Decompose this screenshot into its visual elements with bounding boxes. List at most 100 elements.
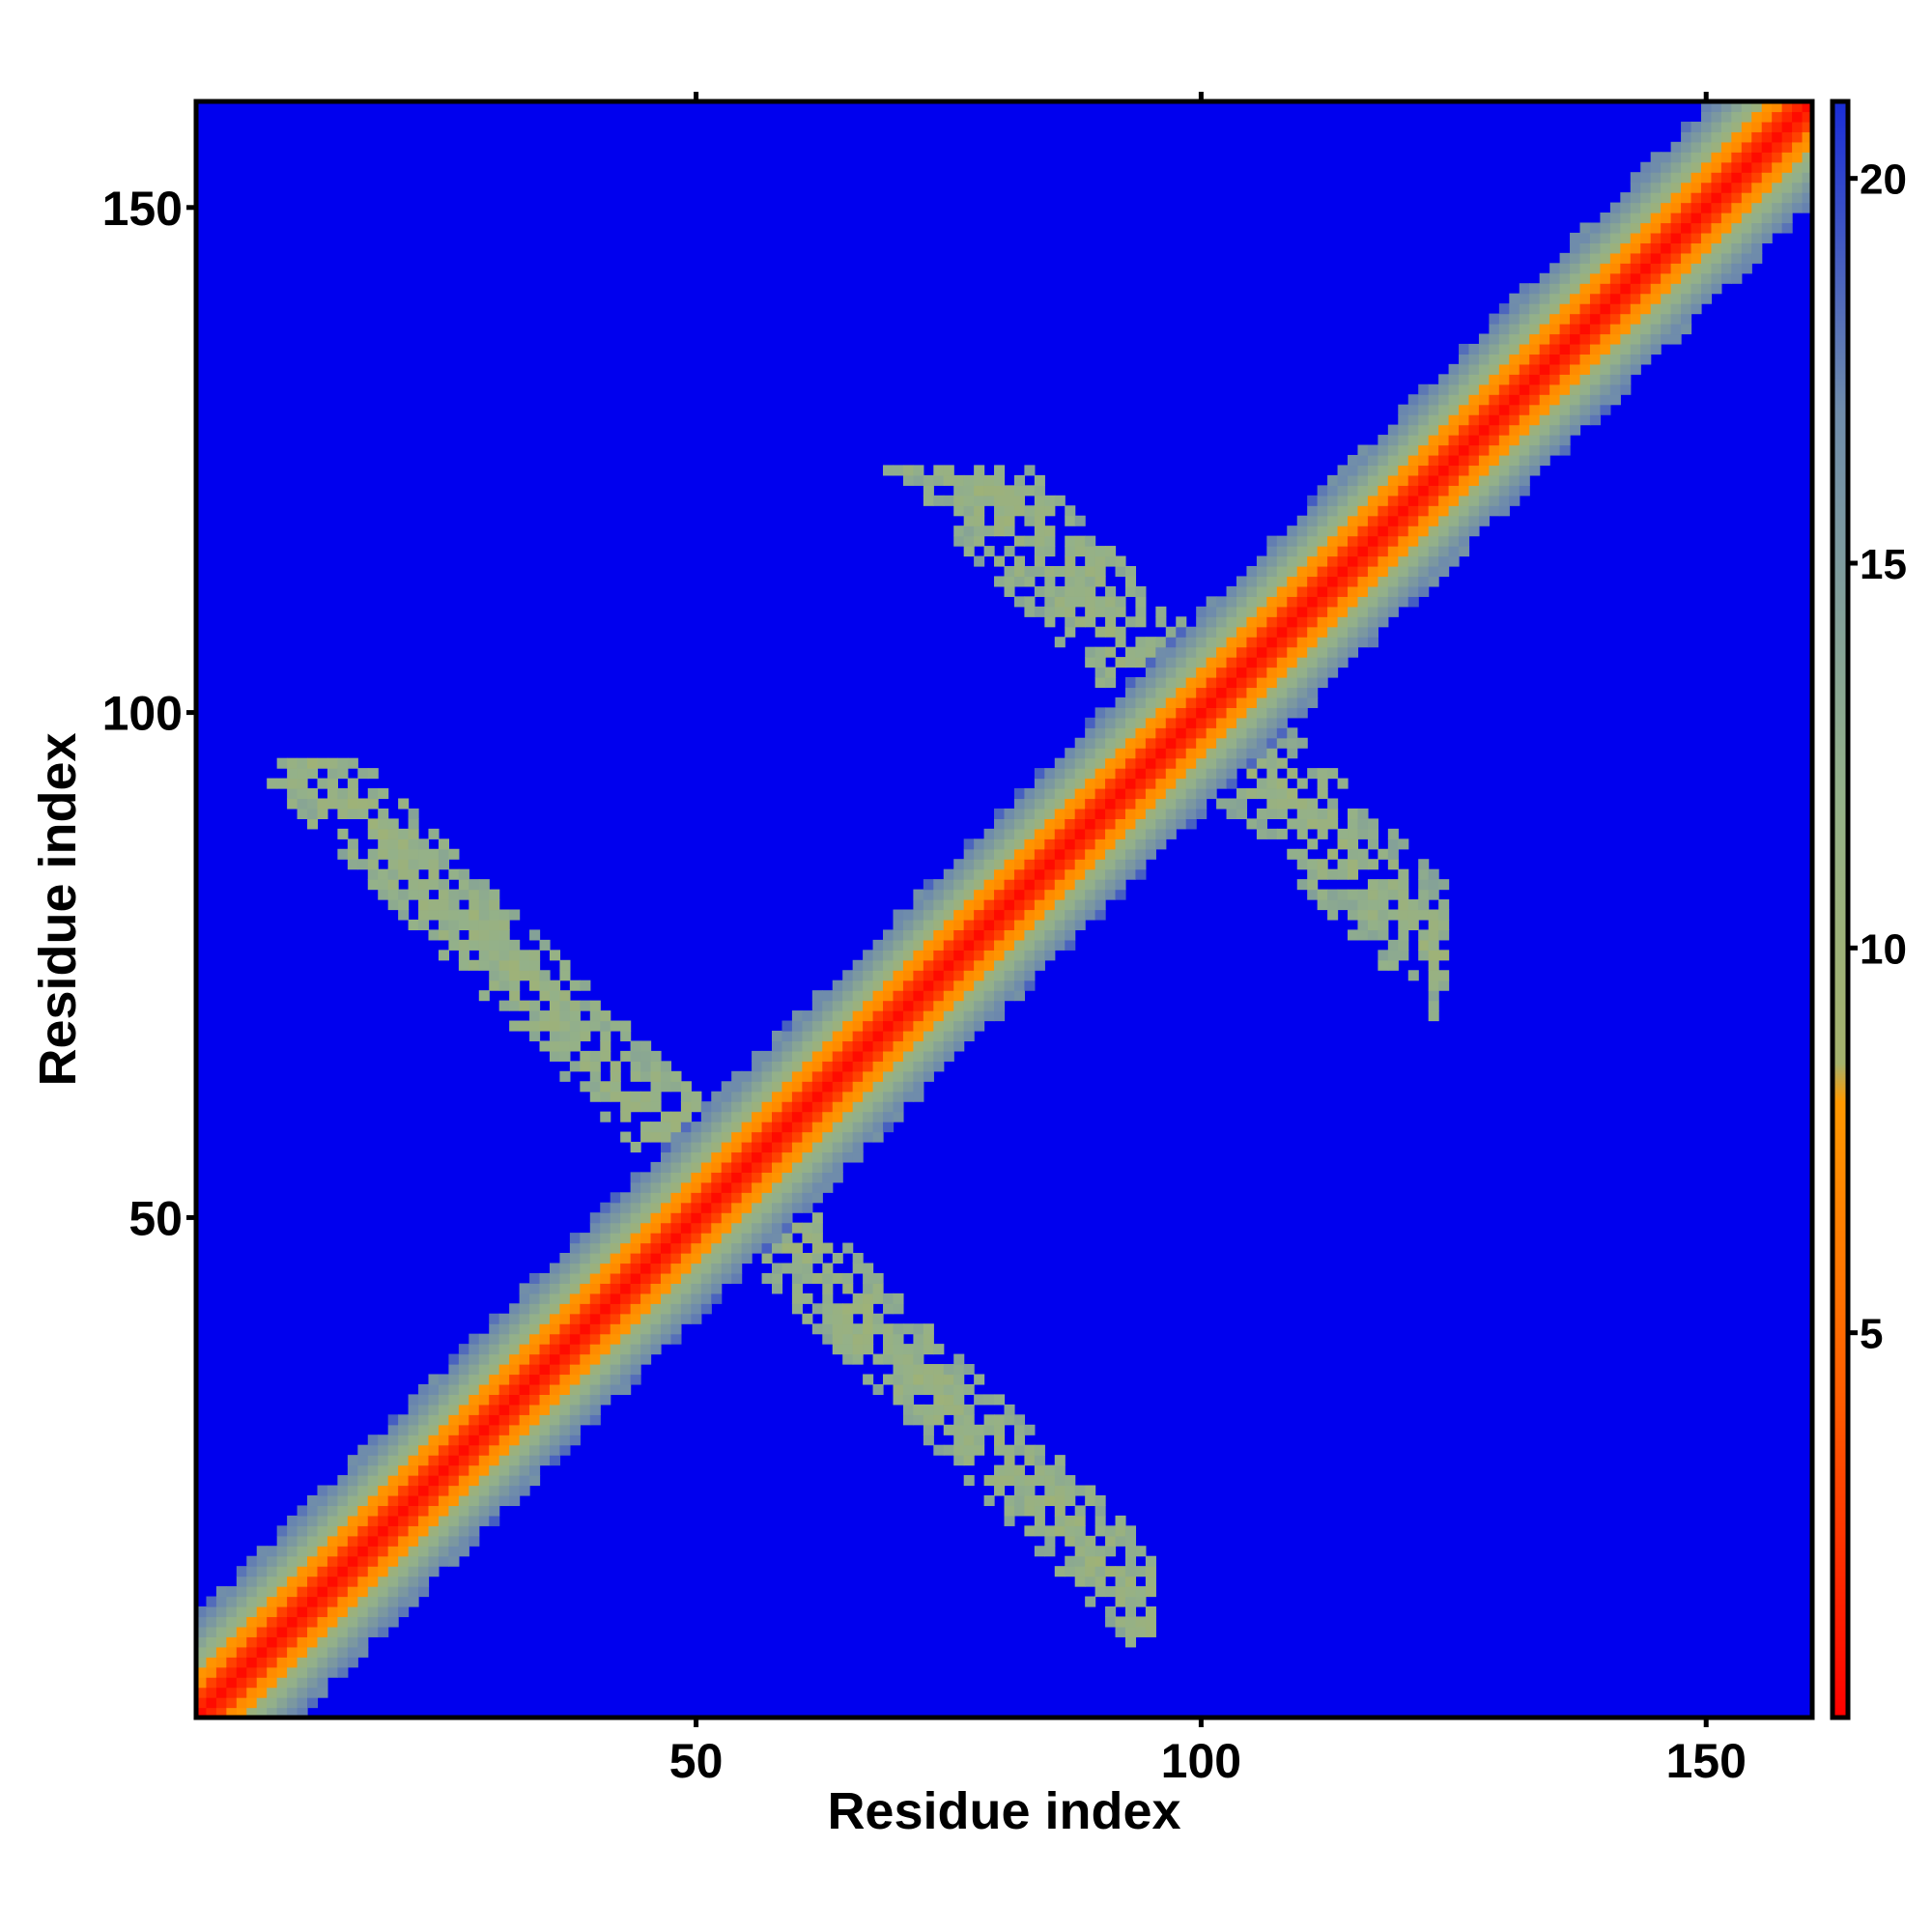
heatmap-cell [1307,637,1319,648]
heatmap-cell [569,1383,581,1395]
heatmap-cell [933,970,945,981]
heatmap-cell [721,1202,732,1213]
heatmap-cell [1246,565,1258,578]
heatmap-cell [1013,1414,1026,1426]
heatmap-cell [1013,939,1026,951]
heatmap-cell [1307,626,1319,638]
heatmap-cell [711,1161,723,1173]
heatmap-cell [448,1383,460,1395]
heatmap-cell [983,909,995,921]
heatmap-cell [1034,565,1045,578]
heatmap-cell [610,1222,621,1234]
heatmap-cell [398,828,410,839]
heatmap-cell [458,950,469,961]
heatmap-cell [1024,1444,1036,1456]
heatmap-cell [1630,202,1641,213]
heatmap-cell [811,1070,823,1082]
heatmap-cell [1549,444,1561,456]
heatmap-cell [489,1374,500,1385]
heatmap-cell [1367,495,1378,506]
heatmap-cell [1124,1616,1137,1628]
heatmap-cell [1124,616,1137,628]
heatmap-cell [1013,576,1026,587]
heatmap-cell [307,1687,319,1698]
heatmap-cell [1155,667,1167,678]
heatmap-cell [347,1525,358,1537]
heatmap-cell [1196,707,1208,719]
heatmap-cell [1418,526,1430,537]
heatmap-cell [1711,111,1722,123]
heatmap-cell [1145,727,1156,739]
heatmap-cell [1559,324,1571,335]
heatmap-cell [1448,555,1460,567]
heatmap-cell [1276,646,1288,658]
heatmap-cell [1206,737,1217,749]
heatmap-cell [1559,313,1571,325]
heatmap-cell [1670,172,1682,184]
heatmap-cell [1206,657,1217,668]
heatmap-cell [1731,213,1743,224]
heatmap-cell [711,1263,723,1274]
heatmap-cell [1085,616,1096,628]
heatmap-cell [943,1000,954,1011]
heatmap-cell [1034,474,1045,486]
heatmap-cell [1357,485,1369,497]
heatmap-cell [1155,838,1167,850]
heatmap-cell [1498,343,1510,355]
heatmap-cell [680,1272,692,1284]
heatmap-cell [1428,959,1439,971]
heatmap-cell [215,1616,227,1628]
heatmap-cell [731,1212,743,1224]
heatmap-cell [1124,737,1137,749]
heatmap-cell [1529,404,1541,415]
heatmap-cell [1206,778,1217,789]
heatmap-cell [246,1616,258,1628]
heatmap-cell [832,1131,843,1143]
heatmap-cell [852,1253,864,1264]
heatmap-cell [893,909,904,921]
heatmap-cell [822,1172,834,1183]
heatmap-cell [1761,202,1773,213]
heatmap-cell [610,1272,621,1284]
heatmap-cell [640,1192,652,1204]
heatmap-cell [469,1475,480,1487]
heatmap-cell [811,1081,823,1093]
heatmap-cell [600,1364,611,1376]
heatmap-cell [1751,111,1763,123]
heatmap-cell [883,1353,895,1365]
heatmap-cell [1034,848,1045,860]
heatmap-cell [1236,585,1248,597]
heatmap-cell [963,526,975,537]
heatmap-cell [1044,535,1056,547]
heatmap-cell [498,1344,510,1355]
heatmap-cell [1124,838,1137,850]
heatmap-cell [428,1535,440,1547]
heatmap-cell [1034,788,1045,800]
heatmap-cell [337,1555,349,1567]
heatmap-cell [640,1040,652,1052]
heatmap-cell [1529,435,1541,446]
heatmap-cell [1378,879,1389,891]
heatmap-cell [1570,404,1581,415]
heatmap-cell [1690,283,1702,295]
heatmap-cell [287,788,298,800]
heatmap-cell [529,1293,541,1304]
heatmap-cell [539,980,551,991]
heatmap-cell [1650,182,1662,193]
heatmap-cell [478,899,490,911]
heatmap-cell [1094,1586,1106,1598]
heatmap-cell [559,1374,571,1385]
heatmap-cell [1013,1464,1026,1476]
heatmap-cell [791,1122,803,1133]
heatmap-cell [974,1394,985,1406]
heatmap-cell [963,939,975,951]
heatmap-cell [983,970,995,981]
heatmap-cell [1074,889,1086,900]
heatmap-cell [1348,576,1359,587]
heatmap-cell [1256,687,1267,698]
heatmap-cell [963,1020,975,1032]
heatmap-cell [1398,939,1409,951]
heatmap-cell [1024,959,1036,971]
heatmap-cell [1044,606,1056,617]
heatmap-cell [1559,252,1571,264]
